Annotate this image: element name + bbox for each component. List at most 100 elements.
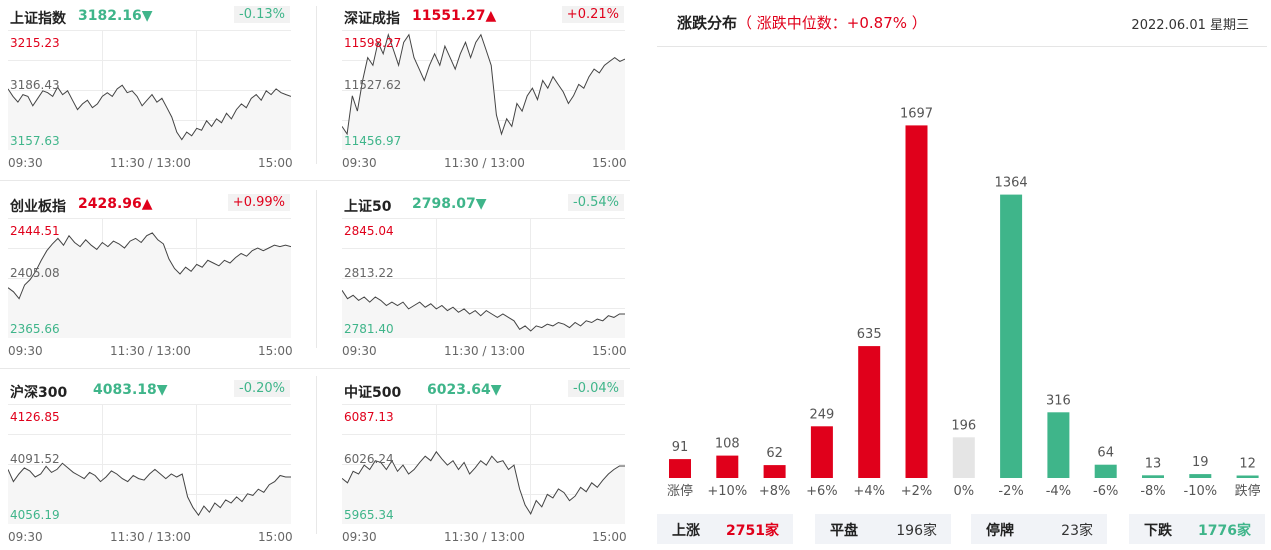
index-name: 深证成指	[344, 11, 400, 27]
bar-value-label: 249	[809, 407, 834, 422]
price-area	[342, 34, 625, 150]
y-mid-label: 6026.24	[344, 452, 394, 466]
bar-value-label: 635	[857, 327, 882, 342]
x-end-label: 15:00	[592, 530, 627, 544]
bar--4%	[1047, 412, 1070, 478]
y-mid-label: 2813.22	[344, 266, 394, 280]
bar-value-label: 13	[1145, 456, 1162, 471]
index-header: 沪深300 4083.18▼ -0.20%	[0, 374, 300, 401]
stat-box: 平盘 196家	[815, 514, 951, 544]
stat-label: 停牌	[986, 523, 1014, 539]
bar--8%	[1142, 475, 1164, 478]
category-label: -2%	[998, 484, 1023, 499]
price-area	[8, 463, 291, 524]
bar-value-label: 196	[951, 418, 976, 433]
index-change-badge: -0.04%	[568, 380, 624, 397]
category-label: 跌停	[1235, 483, 1261, 499]
bar-+2%	[905, 125, 928, 479]
y-min-label: 3157.63	[10, 134, 60, 148]
bar-+8%	[763, 465, 786, 478]
median-text: （ 涨跌中位数：+0.87% ）	[737, 14, 927, 32]
title-text: 涨跌分布	[677, 14, 738, 32]
x-mid-label: 11:30 / 13:00	[110, 156, 191, 170]
price-area	[342, 290, 625, 338]
bar--6%	[1094, 464, 1117, 478]
y-mid-label: 3186.43	[10, 78, 60, 92]
category-label: +4%	[853, 484, 885, 499]
index-change-badge: +0.99%	[227, 194, 290, 211]
distribution-panel: 涨跌分布（ 涨跌中位数：+0.87% ） 2022.06.01 星期三 91 涨停…	[657, 0, 1267, 550]
y-min-label: 2365.66	[10, 322, 60, 336]
index-header: 上证50 2798.07▼ -0.54%	[334, 188, 634, 215]
index-name: 中证500	[344, 385, 402, 401]
index-panel[interactable]: 创业板指 2428.96▲ +0.99% 2444.51 2405.08 2365.…	[0, 188, 300, 358]
y-min-label: 4056.19	[10, 508, 60, 522]
index-change-badge: -0.54%	[568, 194, 624, 211]
index-panel[interactable]: 上证50 2798.07▼ -0.54% 2845.04 2813.22 2781.…	[334, 188, 634, 358]
bar-value-label: 12	[1239, 457, 1256, 472]
stats-bar: 上涨 2751家 平盘 196家 停牌 23家 下跌 1776家	[657, 514, 1267, 544]
index-line-chart	[8, 218, 291, 338]
x-mid-label: 11:30 / 13:00	[444, 344, 525, 358]
x-start-label: 09:30	[342, 530, 377, 544]
separator	[316, 376, 317, 534]
x-mid-label: 11:30 / 13:00	[444, 530, 525, 544]
index-grid: 上证指数 3182.16▼ -0.13% 3215.23 3186.43 3157.…	[0, 0, 634, 544]
header-divider	[657, 46, 1267, 47]
y-max-label: 2444.51	[10, 224, 60, 238]
x-start-label: 09:30	[8, 156, 43, 170]
index-name: 上证50	[344, 199, 392, 215]
x-start-label: 09:30	[342, 344, 377, 358]
category-label: +10%	[707, 484, 747, 499]
index-panel[interactable]: 上证指数 3182.16▼ -0.13% 3215.23 3186.43 3157.…	[0, 0, 300, 170]
index-panel[interactable]: 深证成指 11551.27▲ +0.21% 11598.27 11527.62 11…	[334, 0, 634, 170]
index-value: 11551.27▲	[412, 8, 497, 24]
index-line-chart	[8, 30, 291, 150]
price-line	[8, 462, 291, 517]
index-header: 深证成指 11551.27▲ +0.21%	[334, 0, 634, 27]
stat-label: 平盘	[830, 523, 858, 539]
index-panel[interactable]: 沪深300 4083.18▼ -0.20% 4126.85 4091.52 4056…	[0, 374, 300, 544]
distribution-bar-chart: 91 涨停 108 +10% 62 +8% 249 +6% 635 +4% 1697 +2% 196 0%…	[667, 106, 1261, 499]
x-start-label: 09:30	[8, 530, 43, 544]
distribution-title: 涨跌分布（ 涨跌中位数：+0.87% ）	[677, 12, 927, 33]
index-line-chart	[342, 404, 625, 524]
x-end-label: 15:00	[592, 344, 627, 358]
x-start-label: 09:30	[8, 344, 43, 358]
index-value: 3182.16▼	[78, 8, 153, 24]
bar-value-label: 64	[1097, 446, 1114, 461]
stat-value: 23家	[1061, 523, 1093, 539]
index-line-chart	[8, 404, 291, 524]
y-min-label: 5965.34	[344, 508, 394, 522]
index-value: 2428.96▲	[78, 196, 153, 212]
y-mid-label: 11527.62	[344, 78, 402, 92]
price-line	[8, 232, 291, 300]
x-end-label: 15:00	[258, 344, 293, 358]
index-panel[interactable]: 中证500 6023.64▼ -0.04% 6087.13 6026.24 5965…	[334, 374, 634, 544]
bar-value-label: 108	[715, 437, 740, 452]
index-line-chart	[342, 30, 625, 150]
bar--2%	[1000, 194, 1023, 478]
date-label: 2022.06.01 星期三	[1131, 18, 1249, 33]
bar-value-label: 316	[1046, 393, 1071, 408]
y-min-label: 2781.40	[344, 322, 394, 336]
category-label: 涨停	[667, 483, 693, 499]
y-mid-label: 4091.52	[10, 452, 60, 466]
price-line	[8, 84, 291, 141]
category-label: -6%	[1093, 484, 1118, 499]
bar-跌停	[1236, 475, 1259, 478]
category-label: +6%	[806, 484, 838, 499]
y-min-label: 11456.97	[344, 134, 402, 148]
index-name: 创业板指	[10, 199, 66, 215]
category-label: +2%	[901, 484, 933, 499]
separator	[0, 368, 630, 369]
stat-value: 2751家	[726, 523, 779, 539]
index-change-badge: -0.20%	[234, 380, 290, 397]
y-max-label: 3215.23	[10, 36, 60, 50]
stat-box: 上涨 2751家	[657, 514, 793, 544]
price-line	[342, 32, 625, 136]
bar-value-label: 19	[1192, 455, 1209, 470]
price-area	[342, 451, 625, 524]
price-area	[8, 232, 291, 338]
index-header: 中证500 6023.64▼ -0.04%	[334, 374, 634, 401]
